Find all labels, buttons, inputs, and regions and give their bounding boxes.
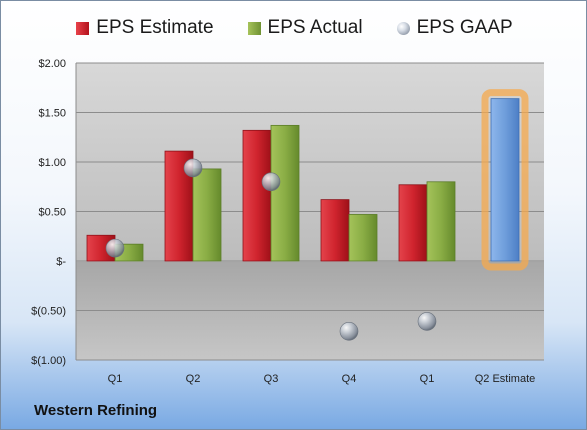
- x-tick-label: Q2: [186, 373, 201, 385]
- chart-legend: EPS Estimate EPS Actual EPS GAAP: [1, 17, 586, 39]
- eps-gaap-point: [183, 158, 203, 178]
- y-tick-label: $(1.00): [31, 355, 66, 367]
- legend-swatch-eps-actual: [247, 21, 261, 35]
- eps-actual-bar: [426, 181, 456, 262]
- legend-item-eps-actual: EPS Actual: [247, 17, 363, 39]
- y-tick-label: $2.00: [38, 58, 66, 70]
- legend-item-eps-estimate: EPS Estimate: [76, 17, 214, 39]
- legend-swatch-eps-estimate: [76, 21, 90, 35]
- eps-actual-bar: [270, 124, 300, 262]
- eps-estimate-bar: [320, 199, 350, 262]
- eps-estimate-bar: [242, 129, 272, 262]
- legend-swatch-eps-gaap: [396, 21, 410, 35]
- x-tick-label: Q1: [108, 373, 123, 385]
- legend-label-eps-actual: EPS Actual: [267, 17, 363, 38]
- eps-gaap-point: [339, 321, 359, 341]
- x-tick-label: Q2 Estimate: [475, 373, 536, 385]
- x-tick-label: Q1: [420, 373, 435, 385]
- eps-actual-bar: [192, 168, 222, 262]
- eps-gaap-point: [417, 312, 437, 331]
- estimate-highlight-glow: [481, 89, 529, 271]
- x-tick-label: Q3: [264, 373, 279, 385]
- y-tick-label: $(0.50): [31, 306, 66, 318]
- eps-estimate-bar: [398, 184, 428, 262]
- legend-label-eps-estimate: EPS Estimate: [96, 17, 214, 38]
- x-tick-label: Q4: [342, 373, 357, 385]
- eps-gaap-point: [105, 238, 125, 258]
- eps-actual-bar: [348, 214, 378, 262]
- q2-estimate-bar: [490, 98, 520, 262]
- legend-item-eps-gaap: EPS GAAP: [396, 17, 513, 39]
- company-name: Western Refining: [34, 402, 158, 419]
- y-tick-label: $1.50: [38, 108, 66, 120]
- y-tick-label: $1.00: [38, 157, 66, 169]
- eps-gaap-point: [261, 172, 281, 192]
- y-tick-label: $-: [56, 256, 66, 268]
- legend-label-eps-gaap: EPS GAAP: [416, 17, 513, 38]
- y-tick-label: $0.50: [38, 207, 66, 219]
